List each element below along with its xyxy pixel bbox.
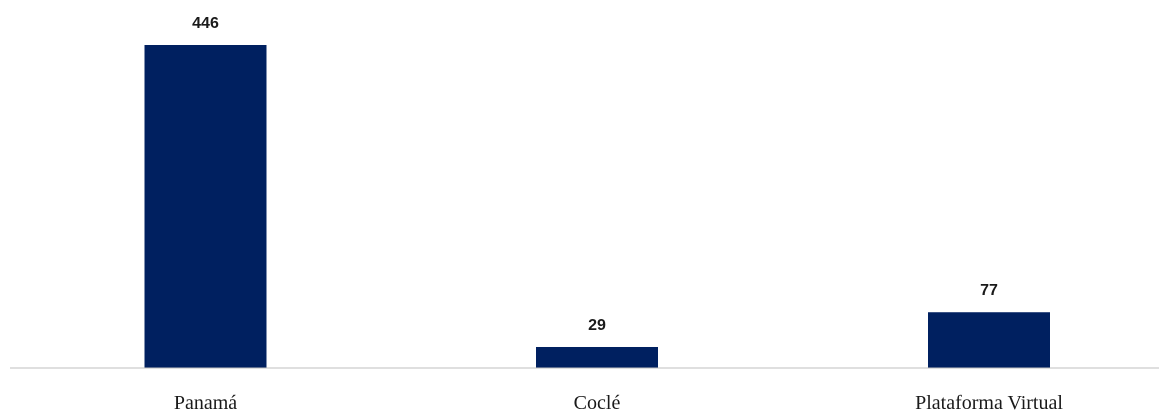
bar-3 [928,312,1050,368]
bar-1 [144,45,267,368]
bars-group [144,45,1050,368]
category-label-3: Plataforma Virtual [915,392,1063,414]
value-label-3: 77 [980,282,998,299]
value-label-1: 446 [192,15,219,32]
category-label-1: Panamá [174,392,237,414]
category-labels-group: Panamá Coclé Plataforma Virtual [174,392,1064,414]
bar-2 [536,346,658,368]
value-label-2: 29 [588,317,606,334]
category-label-2: Coclé [574,392,621,414]
value-labels-group: 446 29 77 [192,15,998,334]
